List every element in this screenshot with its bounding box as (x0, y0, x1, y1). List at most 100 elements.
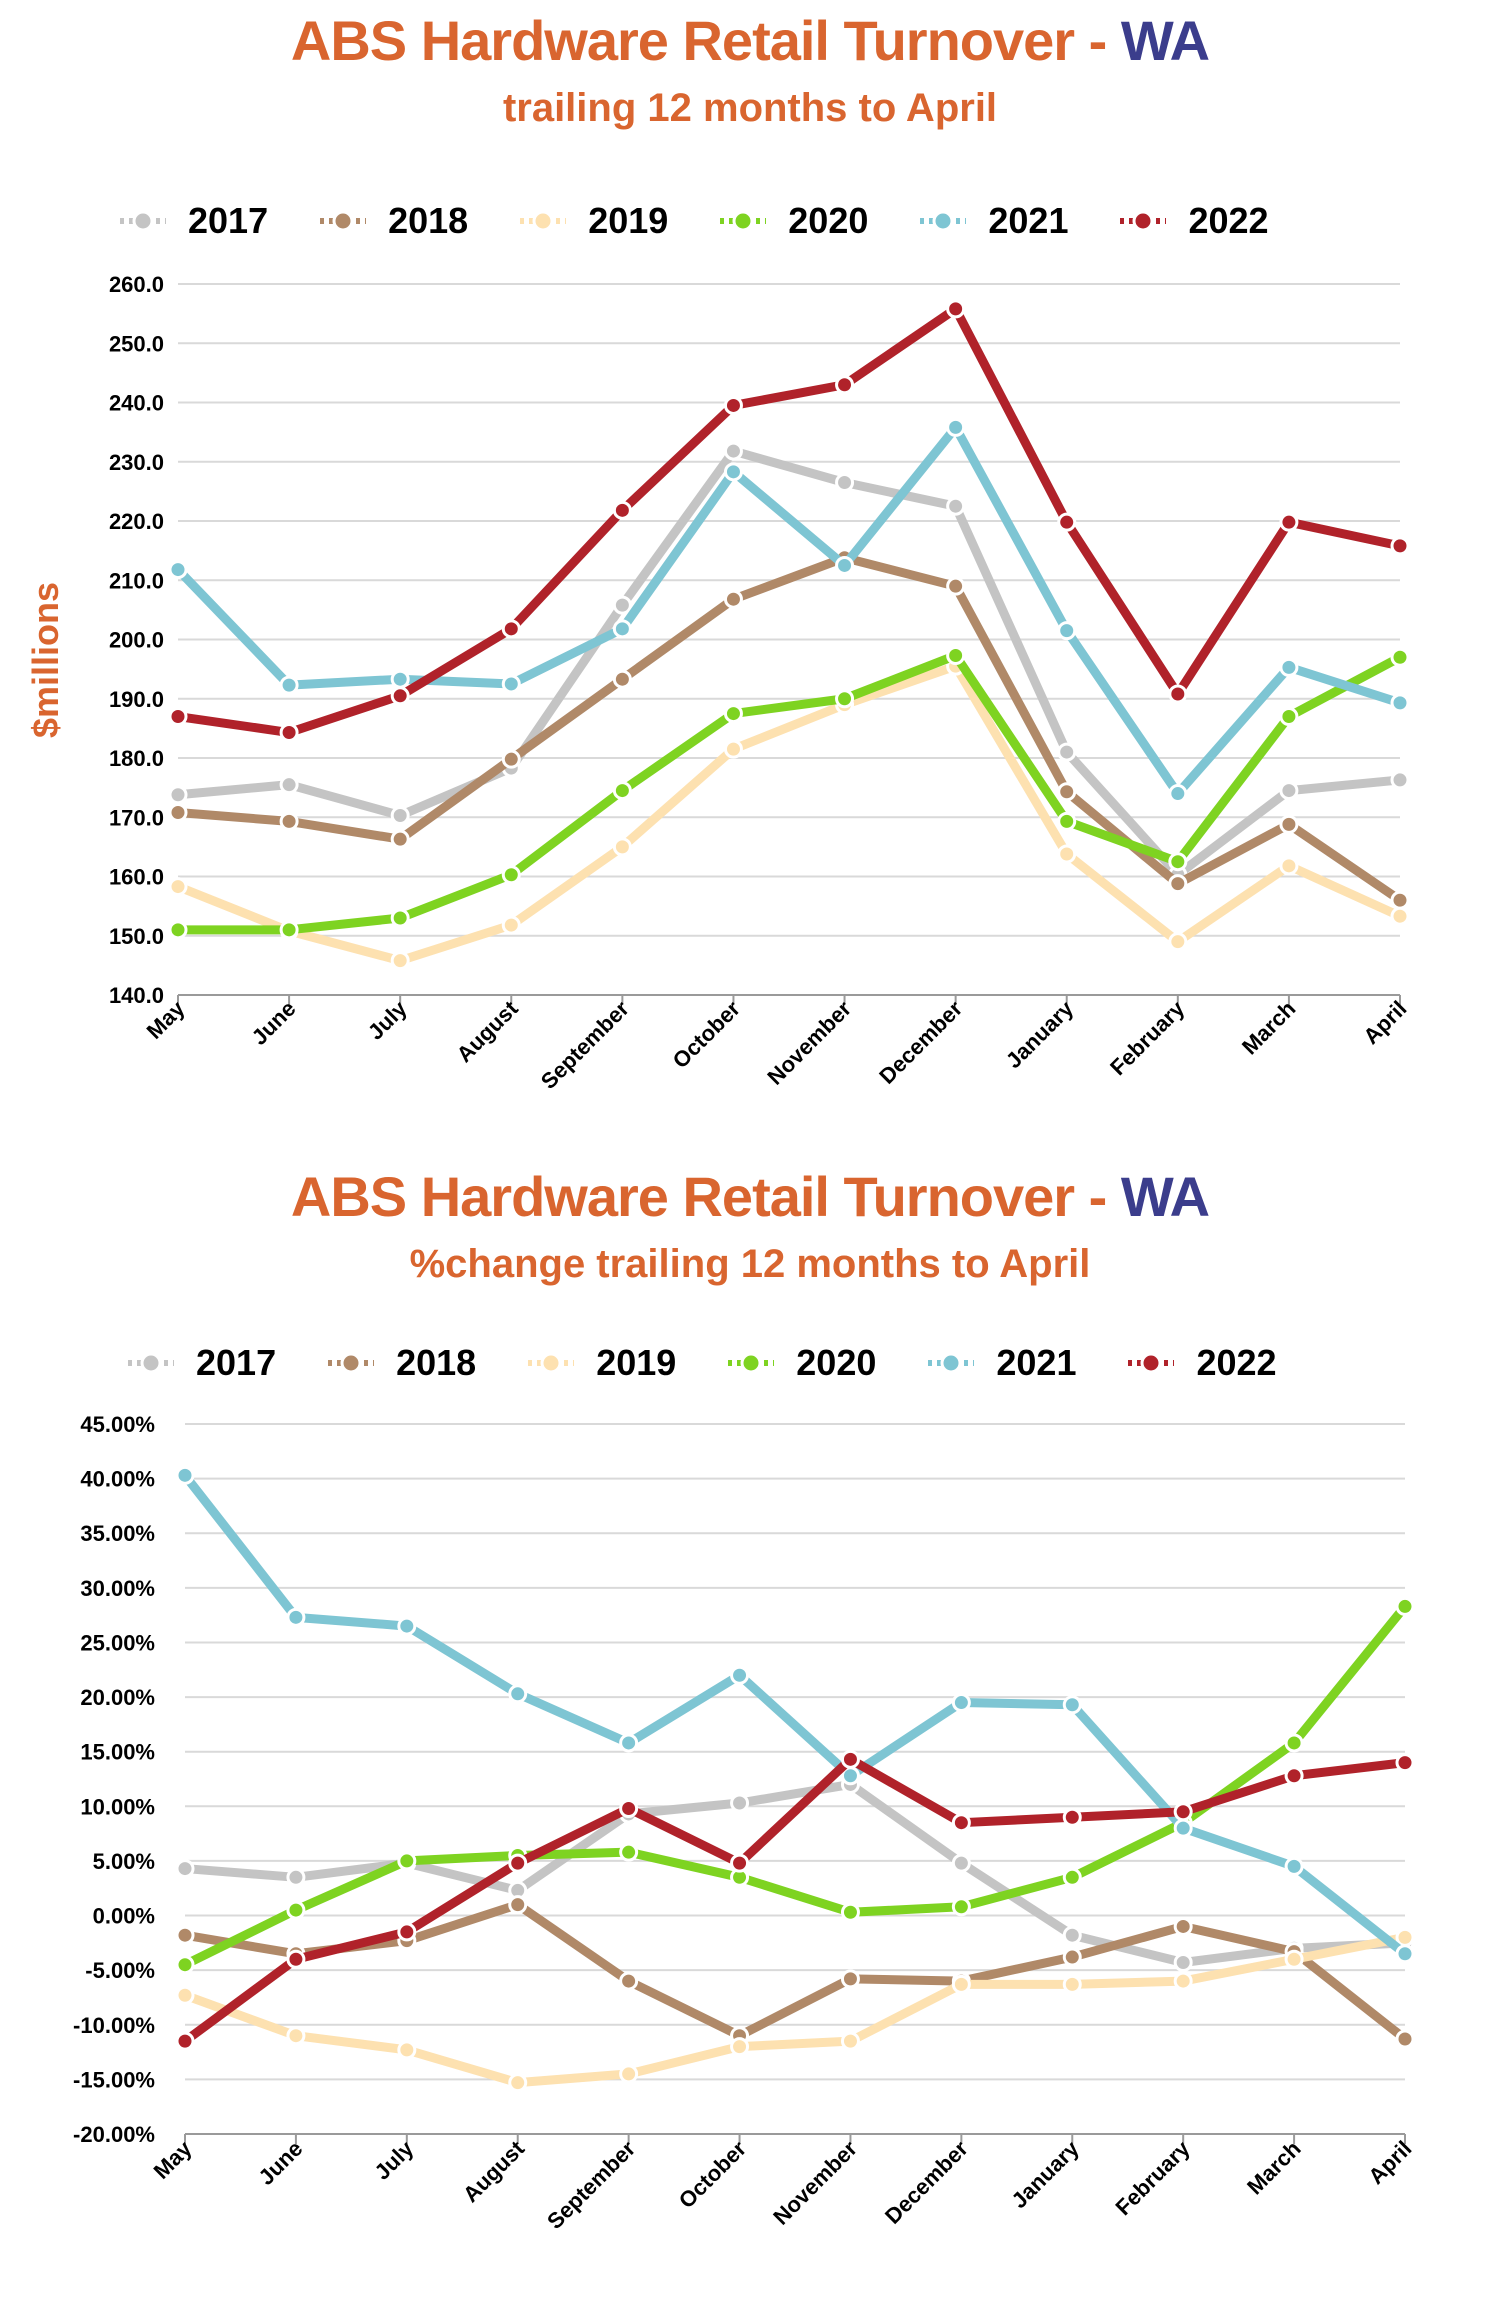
data-point-2019 (723, 739, 743, 759)
chart-1-plot: $millions 140.0 150.0 160.0 170.0 180.0 190.0… (25, 272, 1412, 1094)
legend-label: 2020 (788, 200, 869, 241)
data-point-2022 (840, 1749, 860, 1769)
data-point-2022 (946, 299, 966, 319)
data-point-2017 (1057, 742, 1077, 762)
data-point-2021 (723, 462, 743, 482)
legend-item-2018: 2018 (328, 1342, 476, 1384)
data-point-2019 (1279, 856, 1299, 876)
data-point-2020 (1168, 852, 1188, 872)
data-point-2020 (1284, 1733, 1304, 1753)
data-point-2018 (390, 829, 410, 849)
x-tick-label: October (674, 2136, 752, 2214)
chart-2-subtitle: %change trailing 12 months to April (409, 1242, 1091, 1286)
data-point-2022 (723, 395, 743, 415)
data-point-2021 (279, 675, 299, 695)
series-line-2022 (180, 1754, 1410, 2046)
y-tick-label: 180.0 (109, 746, 164, 771)
series-2022 (175, 1749, 1415, 2051)
y-tick-label: 45.00% (80, 1412, 155, 1437)
gridlines (185, 1423, 1405, 2135)
data-point-2021 (286, 1607, 306, 1627)
data-point-2020 (946, 645, 966, 665)
y-tick-label: 220.0 (109, 509, 164, 534)
y-tick-label: -15.00% (73, 2067, 155, 2092)
series-line-2022 (173, 304, 1405, 738)
x-tick-label: October (668, 996, 746, 1074)
data-point-2022 (1390, 536, 1410, 556)
chart-2-title-suffix: WA (1120, 1165, 1210, 1228)
y-tick-label: 240.0 (109, 391, 164, 416)
data-point-2022 (175, 2031, 195, 2051)
series-line-2018 (180, 1900, 1410, 2044)
chart-1-title: ABS Hardware Retail Turnover - WA (0, 8, 1500, 73)
data-point-2018 (1062, 1947, 1082, 1967)
x-tick-label: February (1110, 2135, 1195, 2220)
chart-1-title-suffix: WA (1120, 9, 1210, 72)
data-point-2022 (501, 619, 521, 639)
data-point-2017 (1390, 770, 1410, 790)
data-point-2021 (501, 674, 521, 694)
x-tick-label: December (880, 2136, 973, 2229)
chart-2-title-main: ABS Hardware Retail Turnover - (290, 1165, 1121, 1228)
x-tick-label: February (1105, 995, 1190, 1080)
data-point-2017 (279, 775, 299, 795)
legend-marker-2020 (720, 211, 767, 231)
y-tick-label: 25.00% (80, 1630, 155, 1655)
data-point-2018 (1173, 1916, 1193, 1936)
y-tick-label: 150.0 (109, 924, 164, 949)
series-group (175, 1465, 1415, 2093)
legend-label: 2019 (588, 200, 669, 241)
x-axis: May June July August September October Novembe… (149, 2133, 1417, 2234)
data-point-2021 (1168, 784, 1188, 804)
data-point-2018 (723, 589, 743, 609)
y-tick-label: 230.0 (109, 450, 164, 475)
data-point-2017 (390, 805, 410, 825)
data-point-2017 (175, 1859, 195, 1879)
legend-label: 2019 (596, 1342, 677, 1383)
x-axis: May June July August September October Novembe… (142, 994, 1412, 1094)
chart-1-legend: 2017 2018 2019 2020 2021 2022 (120, 196, 1321, 246)
x-tick-label: November (762, 996, 856, 1090)
data-point-2019 (619, 2064, 639, 2084)
data-point-2022 (397, 1922, 417, 1942)
data-point-2017 (1062, 1925, 1082, 1945)
chart-1: ABS Hardware Retail Turnover - WA traili… (0, 8, 1500, 1094)
y-tick-label: 40.00% (80, 1467, 155, 1492)
data-point-2022 (279, 723, 299, 743)
data-point-2018 (168, 803, 188, 823)
data-point-2020 (1395, 1596, 1415, 1616)
data-point-2018 (1057, 782, 1077, 802)
data-point-2020 (279, 920, 299, 940)
legend-marker-2020 (728, 1353, 775, 1373)
legend-item-2019: 2019 (528, 1342, 676, 1384)
data-point-2017 (946, 496, 966, 516)
data-point-2018 (1395, 2029, 1415, 2049)
data-point-2019 (730, 2037, 750, 2057)
series-line-2019 (173, 661, 1405, 966)
data-point-2019 (501, 915, 521, 935)
data-point-2020 (840, 1902, 860, 1922)
data-point-2021 (397, 1616, 417, 1636)
y-tick-label: 35.00% (80, 1521, 155, 1546)
y-tick-label: 5.00% (93, 1849, 155, 1874)
x-tick-label: January (1006, 2135, 1084, 2213)
data-point-2017 (1173, 1953, 1193, 1973)
data-point-2020 (397, 1851, 417, 1871)
legend-marker-2018 (320, 211, 367, 231)
data-point-2020 (1390, 647, 1410, 667)
legend-item-2021: 2021 (928, 1342, 1076, 1384)
x-tick-label: June (253, 2136, 307, 2190)
data-point-2018 (1168, 874, 1188, 894)
x-tick-label: August (458, 2135, 530, 2207)
legend-marker-2022 (1120, 211, 1167, 231)
legend-label: 2022 (1196, 1342, 1277, 1383)
data-point-2021 (612, 619, 632, 639)
legend-item-2020: 2020 (720, 200, 868, 242)
data-point-2018 (619, 1971, 639, 1991)
data-point-2020 (175, 1955, 195, 1975)
y-axis: 140.0 150.0 160.0 170.0 180.0 190.0 200.0 210.0… (109, 272, 164, 1008)
data-point-2022 (619, 1798, 639, 1818)
data-point-2019 (612, 837, 632, 857)
legend-marker-2018 (328, 1353, 375, 1373)
chart-2-plot: -20.00% -15.00% -10.00% -5.00% 0.00% 5.00% 10.… (73, 1412, 1417, 2234)
